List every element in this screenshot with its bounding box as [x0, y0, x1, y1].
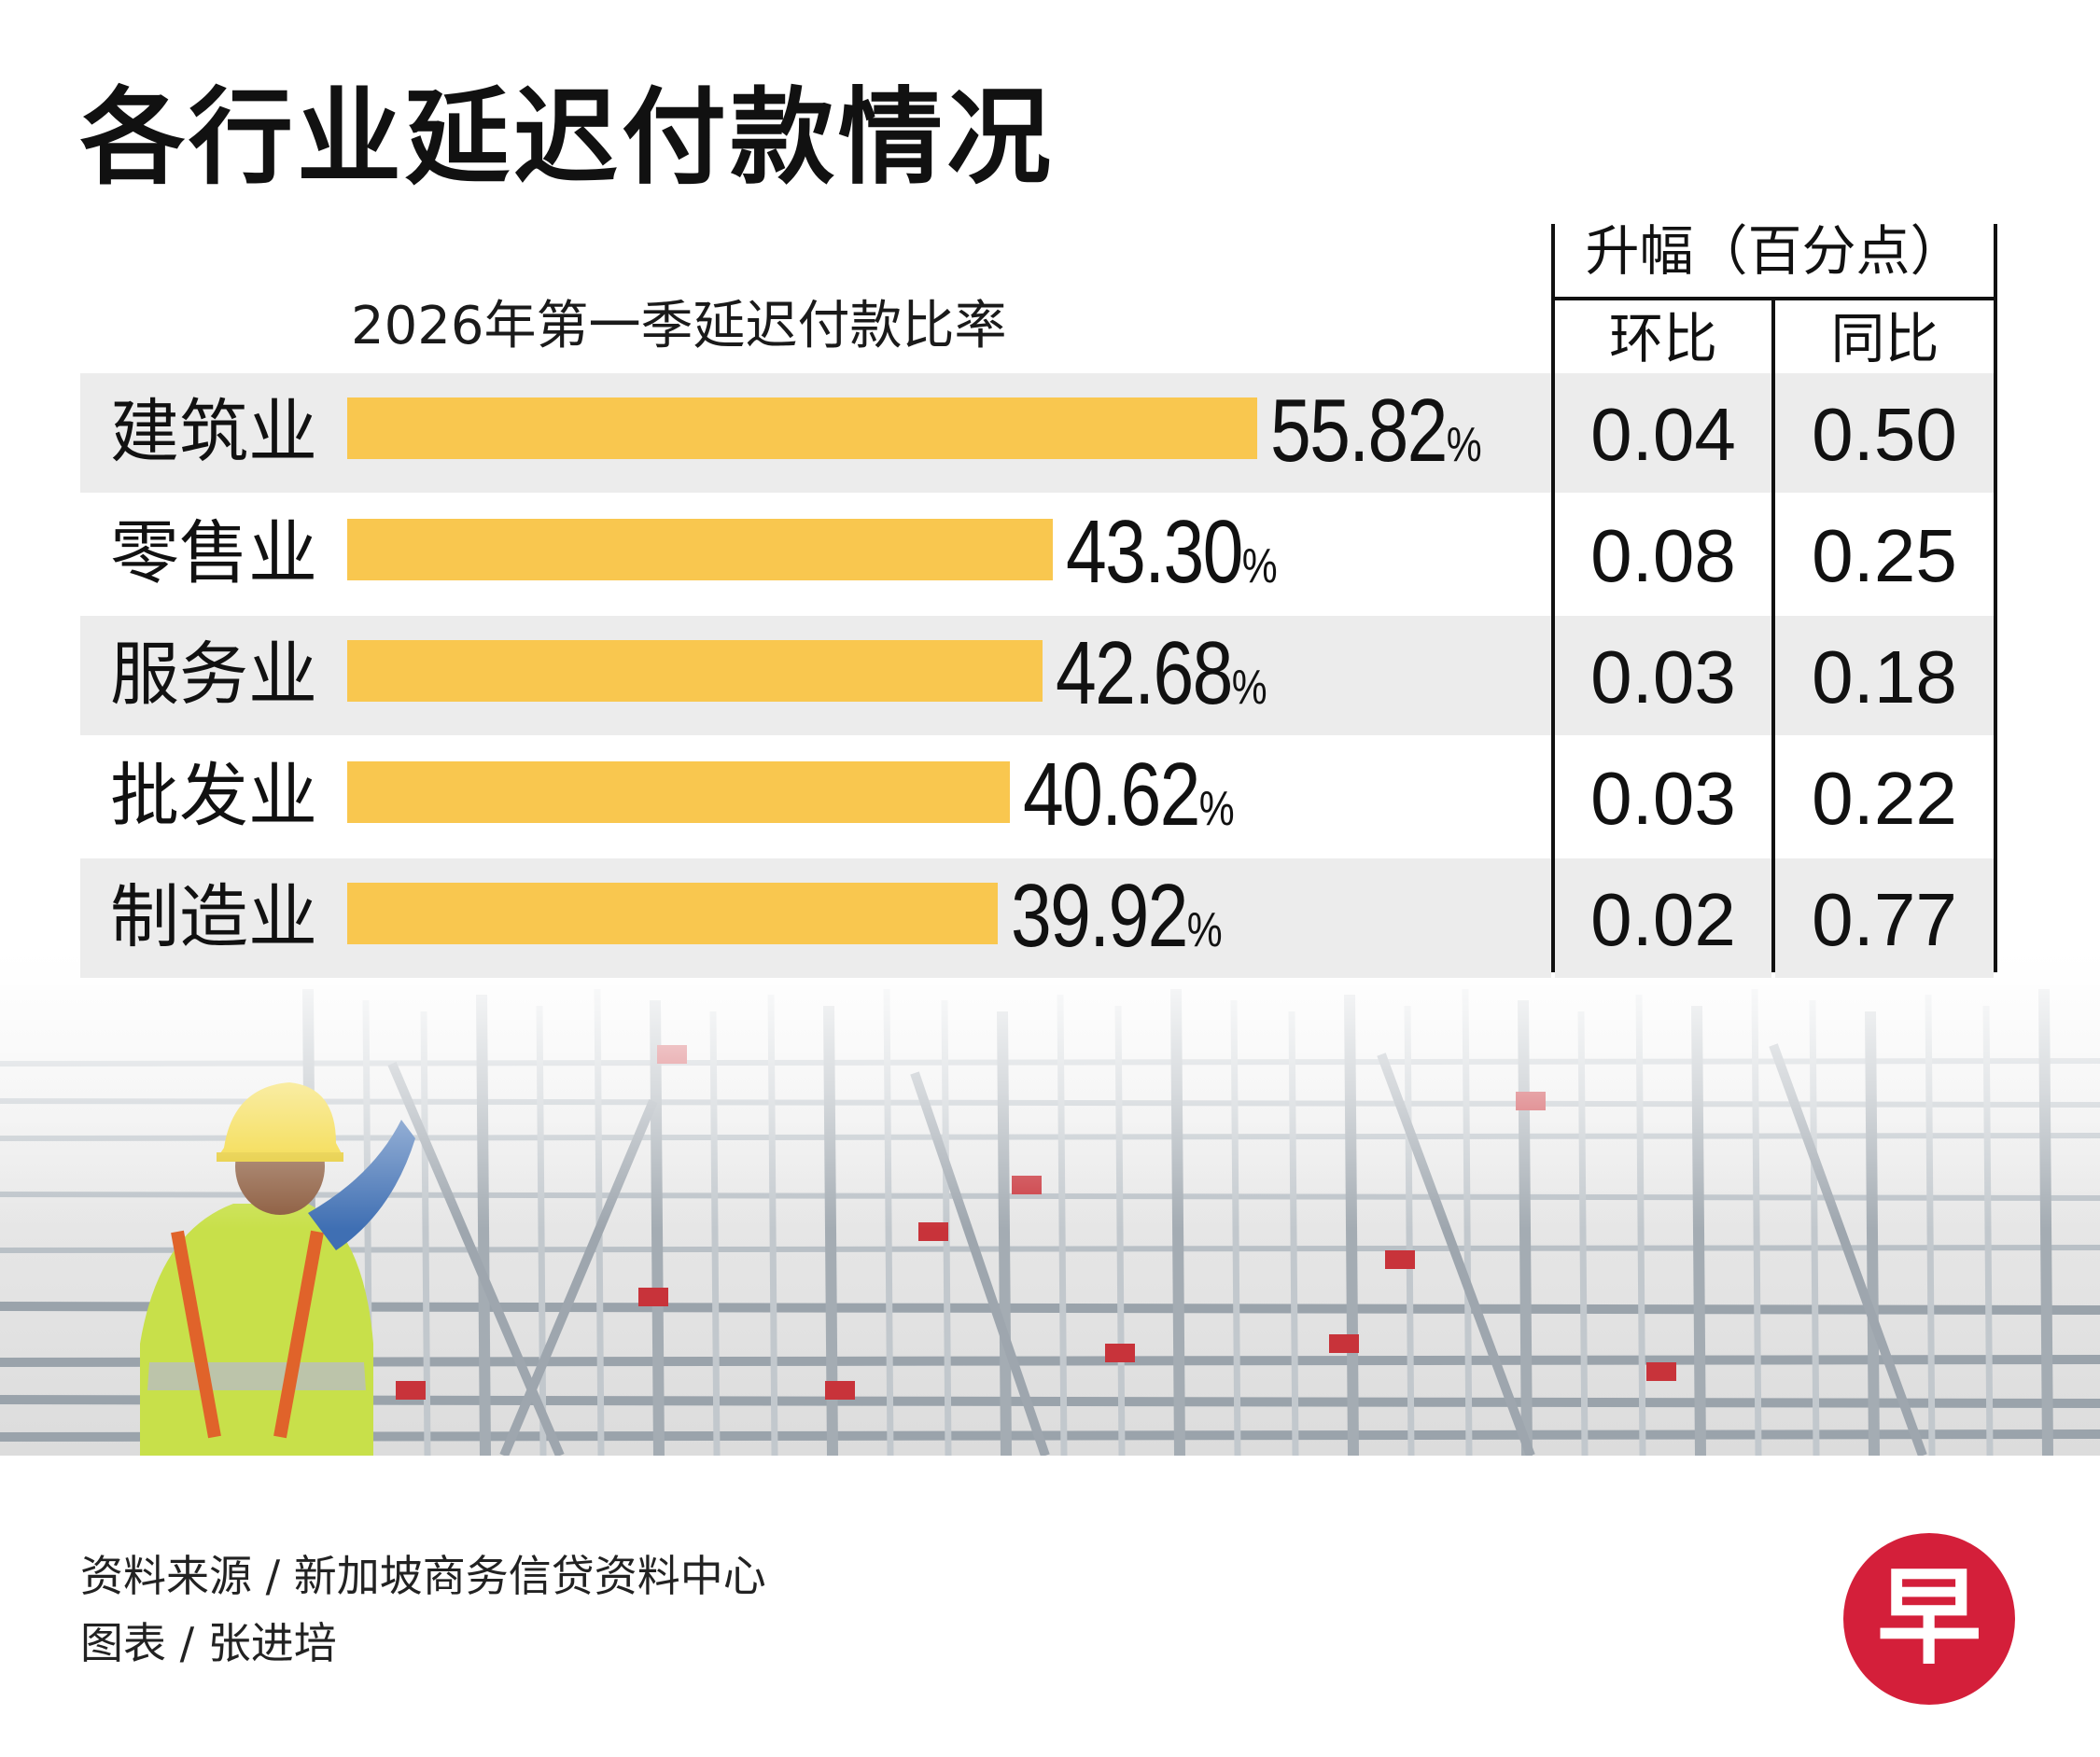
data-label-value: 40.62 [1022, 745, 1200, 844]
column-header-yoy: 同比 [1830, 307, 1939, 370]
qoq-value: 0.08 [1590, 514, 1736, 597]
data-label: 43.30% [1066, 508, 1278, 597]
data-label-unit: % [1198, 782, 1235, 836]
data-label: 55.82% [1270, 386, 1482, 476]
table-cell-shade [1775, 373, 1994, 493]
source-text: 资料来源 / 新加坡商务信贷资料中心 [80, 1551, 766, 1601]
qoq-value: 0.02 [1590, 878, 1736, 961]
data-label: 42.68% [1056, 629, 1267, 718]
credit-text: 图表 / 张进培 [80, 1618, 337, 1668]
yoy-value: 0.25 [1812, 514, 1957, 597]
yoy-value: 0.77 [1812, 878, 1957, 961]
bar [347, 519, 1054, 580]
bar [347, 883, 999, 944]
logo-glyph: 早 [1877, 1557, 1981, 1679]
table-cell-shade [1775, 616, 1994, 735]
zaobao-logo-icon: 早 [1843, 1533, 2015, 1705]
qoq-value: 0.03 [1590, 635, 1736, 718]
data-label: 39.92% [1011, 872, 1223, 961]
data-label-unit: % [1446, 418, 1482, 472]
bar [347, 397, 1257, 459]
yoy-value: 0.50 [1812, 393, 1957, 476]
data-label-unit: % [1232, 661, 1268, 715]
chart-title: 各行业延迟付款情况 [80, 77, 1055, 199]
qoq-value: 0.04 [1590, 393, 1736, 476]
data-label-value: 39.92 [1011, 866, 1188, 966]
yoy-value: 0.18 [1812, 635, 1957, 718]
data-label-value: 55.82 [1270, 381, 1448, 481]
data-label-unit: % [1187, 903, 1223, 957]
bar [347, 761, 1010, 823]
category-label: 制造业 [110, 877, 317, 957]
bar [347, 640, 1043, 702]
category-label: 零售业 [110, 513, 317, 593]
category-label: 批发业 [110, 756, 317, 836]
category-label: 服务业 [110, 634, 317, 715]
table-line-left [1551, 224, 1555, 972]
data-label-value: 42.68 [1056, 623, 1233, 723]
data-label-value: 43.30 [1066, 502, 1243, 602]
data-label: 40.62% [1023, 750, 1235, 840]
table-line-middle [1771, 299, 1775, 972]
table-line-header [1551, 297, 1997, 300]
scaffolding-photo [0, 952, 2100, 1456]
column-header-qoq: 环比 [1608, 307, 1717, 370]
table-cell-shade [1555, 616, 1771, 735]
table-cell-shade [1775, 858, 1994, 978]
yoy-value: 0.22 [1812, 757, 1957, 840]
qoq-value: 0.03 [1590, 757, 1736, 840]
category-label: 建筑业 [110, 392, 317, 472]
table-cell-shade [1555, 373, 1771, 493]
table-line-right [1994, 224, 1997, 972]
table-cell-shade [1555, 858, 1771, 978]
table-group-header: 升幅（百分点） [1585, 219, 1965, 283]
chart-subtitle: 2026年第一季延迟付款比率 [351, 296, 1007, 356]
data-label-unit: % [1242, 539, 1279, 593]
